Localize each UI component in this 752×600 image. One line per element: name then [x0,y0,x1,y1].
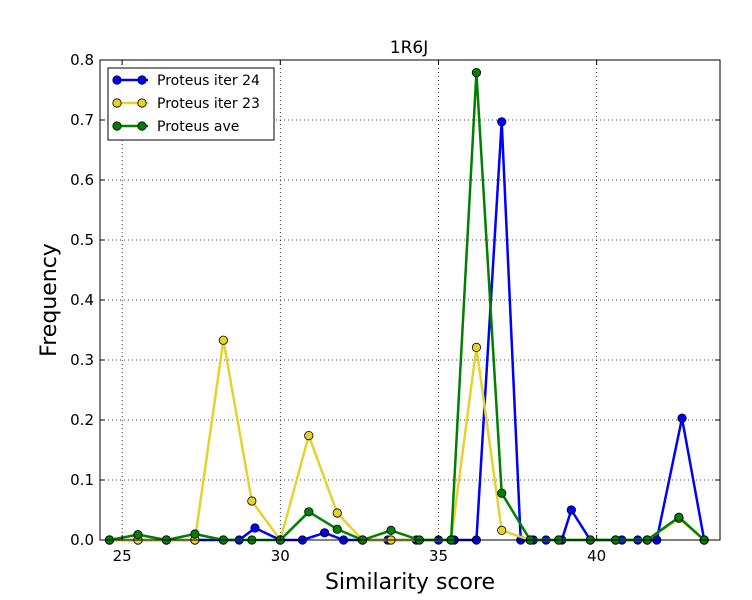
data-point [497,117,507,127]
y-axis-label: Frequency [37,243,62,357]
data-point [677,413,687,423]
data-point [218,335,228,345]
data-point [332,524,342,534]
y-tick-label: 0.4 [70,291,94,309]
x-axis-label: Similarity score [325,570,495,595]
legend-item: Proteus ave [112,119,239,135]
data-point [471,342,482,352]
y-tick-label: 0.8 [70,51,94,69]
x-tick-label: 40 [587,547,606,565]
legend-marker [137,121,147,131]
legend-item: Proteus iter 24 [112,73,260,89]
axis-ticks: 25 30 35 40 0.0 0.1 0.2 0.3 0.4 0.5 0.6 0.7 0.8 [70,51,720,565]
x-tick-label: 35 [429,547,448,565]
data-point [247,496,257,506]
legend-label: Proteus ave [157,119,239,135]
legend-marker [112,121,122,131]
y-tick-label: 0.5 [70,231,94,249]
data-point [497,525,507,536]
data-point [497,488,507,498]
data-point [304,507,314,517]
legend-marker [112,75,122,85]
y-tick-label: 0.3 [70,351,94,369]
legend-marker [137,75,147,85]
y-tick-label: 0.2 [70,411,94,429]
data-point [566,505,576,515]
y-tick-label: 0.6 [70,171,94,189]
y-tick-label: 0.1 [70,471,94,489]
data-point [674,512,684,522]
data-point [133,529,143,540]
data-point [319,528,330,538]
legend-marker [112,98,122,108]
legend-marker [137,98,147,108]
data-point [471,68,482,78]
legend: Proteus iter 24 Proteus iter 23 Proteus av… [107,67,275,141]
chart-title: 1R6J [390,38,428,58]
legend-label: Proteus iter 23 [157,96,260,112]
data-point [304,430,314,441]
y-tick-label: 0.0 [70,531,94,549]
x-tick-label: 25 [113,547,132,565]
data-point [386,525,396,536]
x-tick-label: 30 [271,547,290,565]
y-tick-label: 0.7 [70,111,94,129]
data-point [190,529,200,539]
data-point [250,523,260,533]
data-point [332,508,342,518]
legend-item: Proteus iter 23 [112,96,260,112]
legend-label: Proteus iter 24 [157,73,260,89]
